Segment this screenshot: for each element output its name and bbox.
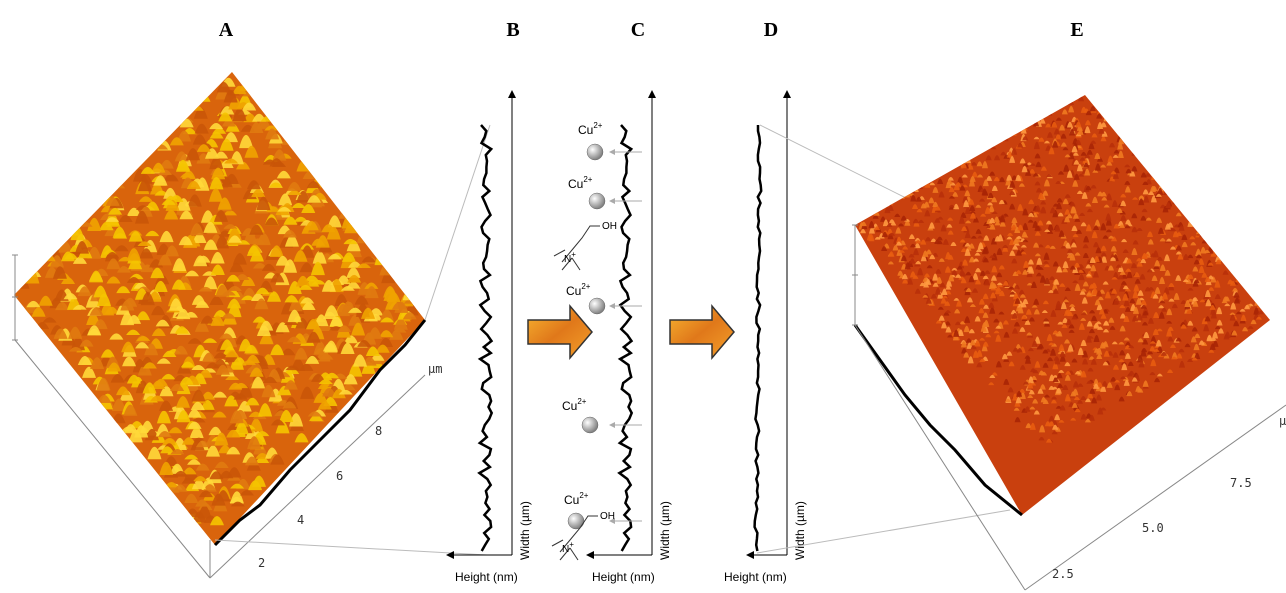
peak bbox=[1011, 130, 1017, 136]
process-arrow bbox=[528, 306, 592, 358]
molecule-label: OH bbox=[600, 511, 615, 522]
peak bbox=[904, 190, 910, 197]
peak bbox=[965, 157, 971, 163]
axis-label: Width (µm) bbox=[658, 501, 672, 560]
peak bbox=[1151, 174, 1157, 180]
ion-symbol: Cu bbox=[564, 493, 579, 507]
ion-symbol: Cu bbox=[566, 284, 581, 298]
ion-label: Cu2+ bbox=[562, 397, 587, 413]
peak bbox=[403, 289, 417, 300]
tick-label: 8 bbox=[375, 424, 382, 438]
ion bbox=[589, 298, 605, 314]
profile-b bbox=[448, 92, 512, 555]
peak bbox=[909, 188, 915, 194]
peak bbox=[913, 186, 919, 192]
profile-d bbox=[748, 92, 787, 555]
tick-label: 7.5 bbox=[1230, 476, 1252, 490]
tick-label: 2 bbox=[258, 556, 265, 570]
ion-charge: 2+ bbox=[577, 397, 586, 406]
tick-label: 5.0 bbox=[1142, 521, 1164, 535]
process-arrow bbox=[670, 306, 734, 358]
profile-c bbox=[588, 92, 652, 555]
peak bbox=[887, 200, 893, 205]
tick-label: 2.5 bbox=[1052, 567, 1074, 581]
ion bbox=[587, 144, 603, 160]
peak bbox=[1068, 101, 1074, 105]
molecule-label: OH bbox=[602, 221, 617, 232]
ion-label: Cu2+ bbox=[578, 121, 603, 137]
surface-a bbox=[14, 72, 425, 545]
panel-label: A bbox=[219, 19, 234, 41]
ion-charge: 2+ bbox=[583, 175, 592, 184]
axis-unit: µ bbox=[1279, 414, 1286, 428]
peak bbox=[1254, 299, 1260, 306]
molecule bbox=[554, 226, 600, 270]
connector bbox=[425, 125, 490, 320]
tick-label: 4 bbox=[297, 513, 304, 527]
panel-label: D bbox=[764, 19, 778, 41]
ion-charge: 2+ bbox=[593, 121, 602, 130]
axis-label: Width (µm) bbox=[518, 501, 532, 560]
ion-label: Cu2+ bbox=[566, 282, 591, 298]
ion bbox=[589, 193, 605, 209]
peak bbox=[1131, 151, 1137, 156]
axis-label: Height (nm) bbox=[455, 570, 518, 584]
ion-symbol: Cu bbox=[578, 123, 593, 137]
surface-e bbox=[855, 95, 1270, 515]
peak bbox=[1046, 108, 1052, 115]
peak bbox=[1163, 188, 1169, 195]
peak bbox=[197, 94, 211, 102]
panel-label: B bbox=[506, 19, 519, 41]
peak bbox=[1104, 114, 1110, 121]
peak bbox=[357, 231, 371, 243]
ion-charge: 2+ bbox=[579, 491, 588, 500]
ion-symbol: Cu bbox=[568, 177, 583, 191]
tick-label: 6 bbox=[336, 469, 343, 483]
ion bbox=[568, 513, 584, 529]
peak bbox=[42, 253, 56, 261]
ion-charge: 2+ bbox=[581, 282, 590, 291]
peak bbox=[1003, 136, 1009, 141]
figure: A B C D E 2 4 6 8 µm Height (nm) Width (… bbox=[0, 0, 1286, 593]
connector bbox=[215, 540, 487, 555]
ion bbox=[582, 417, 598, 433]
peak bbox=[917, 186, 923, 189]
ion-label: Cu2+ bbox=[564, 491, 589, 507]
axis-label: Height (nm) bbox=[592, 570, 655, 584]
panel-label: C bbox=[631, 19, 645, 41]
ion-label: Cu2+ bbox=[568, 175, 593, 191]
panel-label: E bbox=[1070, 19, 1083, 41]
peak bbox=[374, 252, 388, 265]
axis-label: Width (µm) bbox=[793, 501, 807, 560]
axis-label: Height (nm) bbox=[724, 570, 787, 584]
peak bbox=[1235, 277, 1241, 282]
peak bbox=[1196, 230, 1202, 234]
ion-symbol: Cu bbox=[562, 399, 577, 413]
axis-unit: µm bbox=[428, 362, 442, 376]
